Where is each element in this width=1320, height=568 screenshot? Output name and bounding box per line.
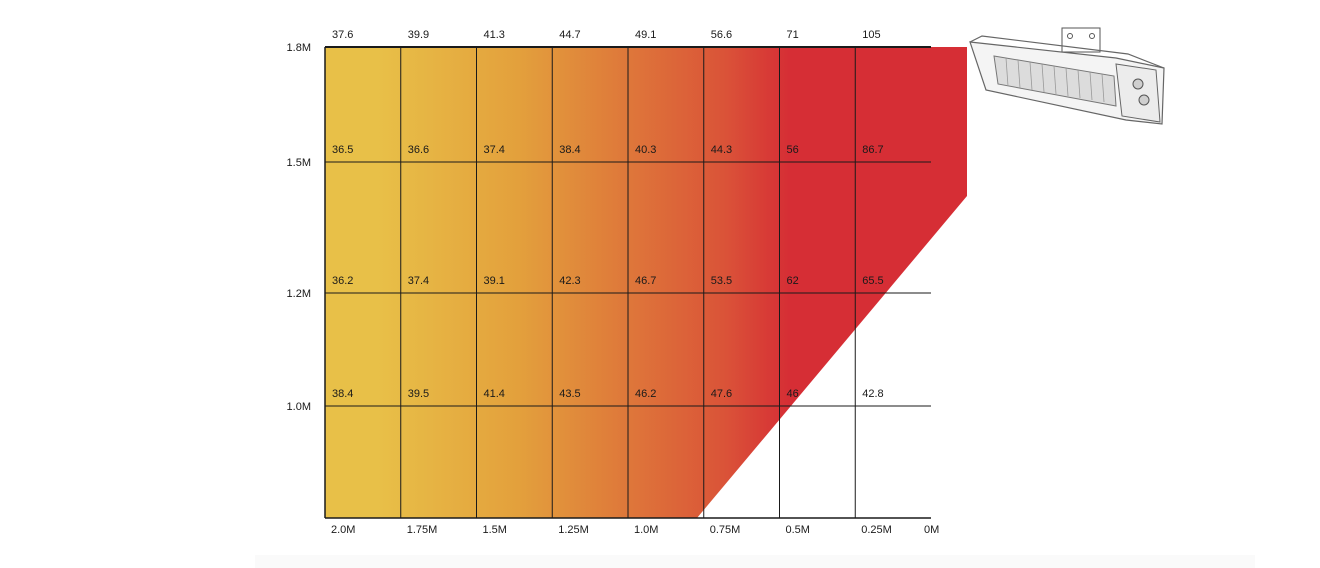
data-label: 41.3 — [484, 29, 505, 41]
labels: 1.8M 1.5M 1.2M 1.0M 2.0M 1.75M 1.5M 1.25M 1.0M 0.… — [287, 29, 940, 536]
data-label: 105 — [862, 29, 880, 41]
x-tick-label: 0M — [924, 524, 939, 536]
data-label: 56.6 — [711, 29, 732, 41]
data-label: 46.7 — [635, 275, 656, 287]
data-label: 36.6 — [408, 144, 429, 156]
data-label: 56 — [787, 144, 799, 156]
data-label: 39.1 — [484, 275, 505, 287]
x-tick-label: 0.75M — [710, 524, 741, 536]
data-label: 47.6 — [711, 388, 732, 400]
data-label: 49.1 — [635, 29, 656, 41]
data-label: 36.5 — [332, 144, 353, 156]
data-label: 37.6 — [332, 29, 353, 41]
grid — [324, 46, 931, 519]
x-tick-label: 1.5M — [483, 524, 507, 536]
heat-polygon — [325, 47, 967, 518]
data-label: 46 — [787, 388, 799, 400]
data-label: 42.8 — [862, 388, 883, 400]
data-label: 44.3 — [711, 144, 732, 156]
data-label: 38.4 — [559, 144, 580, 156]
data-label: 62 — [787, 275, 799, 287]
y-tick-label: 1.2M — [287, 288, 311, 300]
data-label: 41.4 — [484, 388, 505, 400]
data-label: 40.3 — [635, 144, 656, 156]
data-label: 38.4 — [332, 388, 353, 400]
data-label: 42.3 — [559, 275, 580, 287]
x-tick-label: 0.5M — [786, 524, 810, 536]
data-label: 37.4 — [408, 275, 429, 287]
x-tick-label: 1.25M — [558, 524, 589, 536]
data-label: 44.7 — [559, 29, 580, 41]
data-label: 65.5 — [862, 275, 883, 287]
y-tick-label: 1.5M — [287, 157, 311, 169]
footer-band — [255, 555, 1255, 568]
data-label: 46.2 — [635, 388, 656, 400]
data-label: 36.2 — [332, 275, 353, 287]
data-label: 37.4 — [484, 144, 505, 156]
y-tick-label: 1.8M — [287, 42, 311, 54]
x-tick-label: 2.0M — [331, 524, 355, 536]
x-tick-label: 0.25M — [861, 524, 892, 536]
x-tick-label: 1.0M — [634, 524, 658, 536]
data-label: 39.5 — [408, 388, 429, 400]
data-label: 71 — [787, 29, 799, 41]
data-label: 53.5 — [711, 275, 732, 287]
data-label: 43.5 — [559, 388, 580, 400]
patio-heater-icon — [969, 27, 1165, 125]
x-tick-label: 1.75M — [407, 524, 438, 536]
data-label: 86.7 — [862, 144, 883, 156]
data-label: 39.9 — [408, 29, 429, 41]
heat-zone — [325, 47, 967, 518]
y-tick-label: 1.0M — [287, 401, 311, 413]
